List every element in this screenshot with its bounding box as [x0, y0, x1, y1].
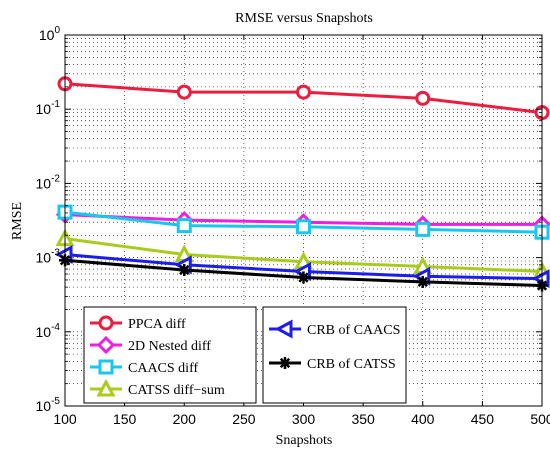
- y-tick-label: 10-2: [36, 173, 61, 191]
- data-point: [296, 219, 311, 235]
- legend-item: CRB of CATSS: [269, 357, 396, 372]
- x-tick-label: 100: [53, 411, 77, 427]
- y-tick-label: 10-4: [36, 322, 61, 340]
- legend-swatch-marker: [279, 357, 291, 369]
- legend-item: 2D Nested diff: [90, 335, 211, 355]
- data-point: [178, 264, 191, 277]
- legend-frame: [262, 306, 407, 404]
- asterisk-stroke: [179, 264, 190, 276]
- legend-swatch-marker: [96, 378, 116, 397]
- legend-item: CAACS diff: [90, 359, 198, 376]
- legend-swatch-marker: [98, 315, 114, 331]
- data-point: [416, 275, 429, 288]
- data-point: [176, 84, 192, 100]
- x-tick-label: 250: [232, 411, 256, 427]
- y-tick-label: 100: [39, 25, 61, 43]
- legend-label: CRB of CAACS: [307, 323, 400, 338]
- x-tick-label: 500: [530, 411, 550, 427]
- asterisk-stroke: [417, 276, 428, 288]
- y-axis-ticks: 10-5 10-4 10-3 10-2 10-1 100: [36, 25, 542, 414]
- legend-item: CRB of CAACS: [269, 319, 400, 339]
- legend-label: CAACS diff: [128, 361, 198, 376]
- legend-item: CATSS diff−sum: [90, 378, 225, 398]
- x-tick-label: 300: [292, 411, 316, 427]
- x-axis-ticks: 100 150 200 250 300 350 400 450 500: [53, 35, 550, 427]
- x-tick-label: 450: [471, 411, 495, 427]
- chart-title: RMSE versus Snapshots: [235, 11, 373, 26]
- y-axis-title: RMSE: [10, 202, 25, 240]
- legend-box-0: PPCA diff 2D Nested diff CAACS diff CATSS d…: [83, 306, 257, 404]
- y-tick-label: 10-3: [36, 248, 61, 266]
- data-point: [297, 271, 310, 284]
- y-tick-label: 10-5: [36, 396, 61, 414]
- legend-swatch-marker: [98, 359, 114, 375]
- legend-swatch-marker: [274, 319, 293, 339]
- data-point: [296, 84, 311, 100]
- x-tick-label: 150: [113, 411, 137, 427]
- asterisk-stroke: [279, 357, 291, 369]
- data-point: [415, 221, 431, 237]
- x-tick-label: 350: [351, 411, 375, 427]
- data-point: [176, 218, 192, 234]
- x-tick-label: 200: [173, 411, 197, 427]
- asterisk-stroke: [298, 272, 309, 283]
- x-tick-label: 400: [411, 411, 435, 427]
- series-layer: [54, 76, 550, 292]
- legend-item: PPCA diff: [90, 315, 186, 332]
- legend-box-1: CRB of CAACS CRB of CATSS: [262, 306, 407, 404]
- legend-label: 2D Nested diff: [128, 339, 211, 354]
- data-point: [415, 90, 431, 106]
- legend-label: CRB of CATSS: [307, 357, 396, 372]
- legend-label: CATSS diff−sum: [128, 383, 225, 398]
- series-2: [57, 204, 550, 240]
- x-axis-title: Snapshots: [276, 433, 333, 448]
- legend-label: PPCA diff: [128, 317, 186, 332]
- y-tick-label: 10-1: [36, 99, 61, 117]
- legend-swatch-marker: [96, 335, 116, 355]
- legend: PPCA diff 2D Nested diff CAACS diff CATSS d…: [83, 306, 407, 404]
